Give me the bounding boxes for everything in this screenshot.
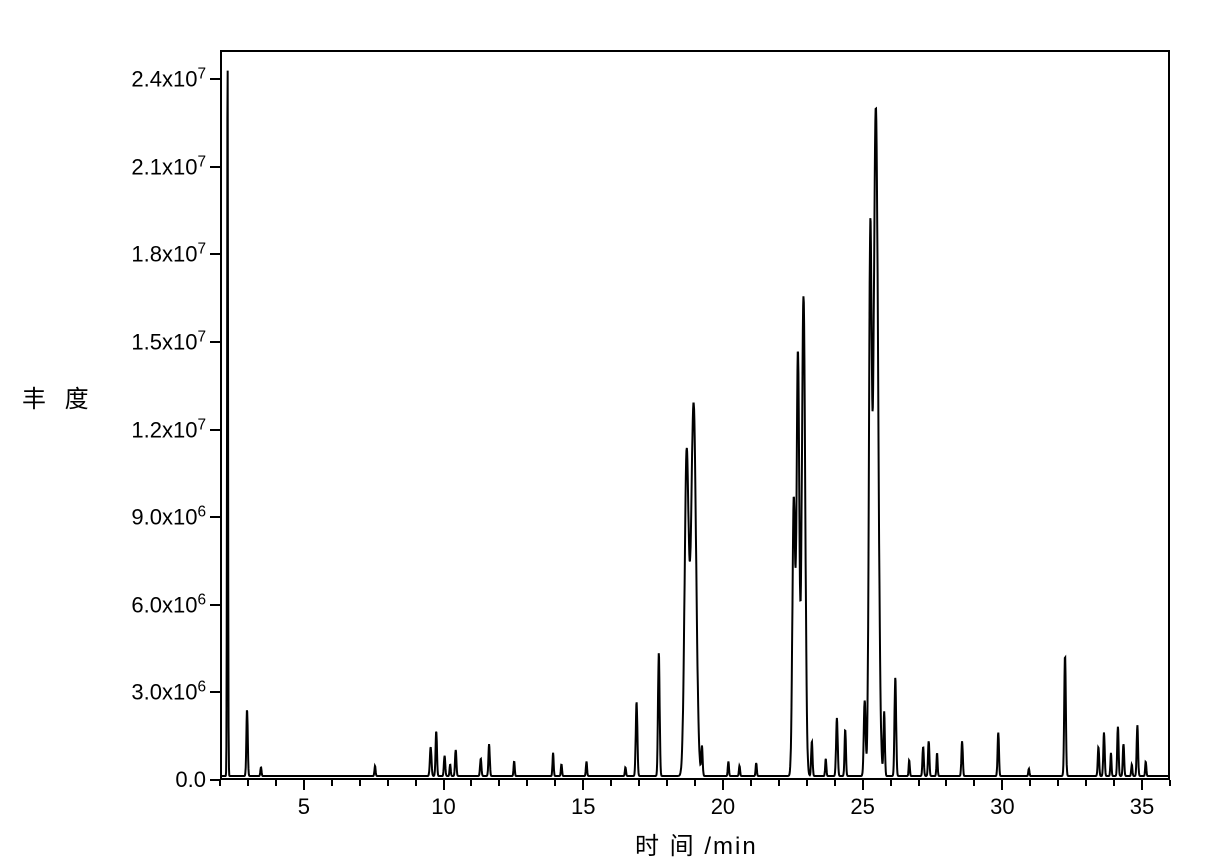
x-tick-major — [443, 780, 445, 790]
x-tick-major — [1141, 780, 1143, 790]
y-tick — [210, 691, 220, 693]
chromatogram-line — [222, 52, 1168, 779]
y-tick — [210, 78, 220, 80]
x-tick-label: 25 — [850, 794, 874, 820]
x-tick-label: 35 — [1130, 794, 1154, 820]
y-tick — [210, 166, 220, 168]
x-tick-minor — [945, 780, 947, 786]
x-tick-minor — [275, 780, 277, 786]
x-tick-major — [722, 780, 724, 790]
x-tick-minor — [666, 780, 668, 786]
x-tick-major — [862, 780, 864, 790]
x-tick-minor — [470, 780, 472, 786]
x-tick-minor — [526, 780, 528, 786]
y-tick-label: 6.0x106 — [131, 591, 206, 618]
x-tick-label: 30 — [990, 794, 1014, 820]
x-tick-minor — [1113, 780, 1115, 786]
y-tick-label: 1.2x107 — [131, 416, 206, 443]
x-tick-minor — [359, 780, 361, 786]
x-tick-minor — [918, 780, 920, 786]
y-axis-label: 丰 度 — [22, 379, 95, 414]
x-tick-minor — [415, 780, 417, 786]
x-tick-minor — [498, 780, 500, 786]
y-tick-label: 0.0 — [175, 767, 206, 793]
y-tick-label: 3.0x106 — [131, 679, 206, 706]
y-tick — [210, 604, 220, 606]
y-tick-label: 9.0x106 — [131, 504, 206, 531]
chromatogram-chart: 丰 度 时 间 /min 0.0 3.0x106 6.0x106 9.0x106 1.2… — [0, 0, 1216, 866]
x-tick-minor — [750, 780, 752, 786]
x-tick-minor — [973, 780, 975, 786]
x-tick-label: 15 — [571, 794, 595, 820]
x-tick-minor — [638, 780, 640, 786]
y-tick-label: 1.5x107 — [131, 328, 206, 355]
x-tick-label: 20 — [711, 794, 735, 820]
x-tick-label: 10 — [431, 794, 455, 820]
x-tick-minor — [219, 780, 221, 786]
x-tick-minor — [1029, 780, 1031, 786]
x-tick-major — [582, 780, 584, 790]
x-tick-label: 5 — [298, 794, 310, 820]
x-tick-minor — [890, 780, 892, 786]
x-tick-minor — [1169, 780, 1171, 786]
x-tick-major — [303, 780, 305, 790]
x-tick-minor — [1085, 780, 1087, 786]
y-tick-label: 1.8x107 — [131, 241, 206, 268]
y-tick — [210, 429, 220, 431]
x-tick-minor — [247, 780, 249, 786]
x-tick-minor — [1057, 780, 1059, 786]
chromatogram-trace — [222, 71, 1168, 776]
y-tick — [210, 516, 220, 518]
x-tick-minor — [694, 780, 696, 786]
y-tick-label: 2.1x107 — [131, 153, 206, 180]
y-tick — [210, 341, 220, 343]
x-tick-minor — [387, 780, 389, 786]
x-tick-minor — [778, 780, 780, 786]
y-tick-label: 2.4x107 — [131, 66, 206, 93]
x-tick-minor — [806, 780, 808, 786]
plot-area — [220, 50, 1170, 780]
x-tick-minor — [610, 780, 612, 786]
y-tick — [210, 253, 220, 255]
x-tick-minor — [331, 780, 333, 786]
x-tick-minor — [834, 780, 836, 786]
x-tick-major — [1001, 780, 1003, 790]
x-axis-label: 时 间 /min — [635, 826, 758, 861]
x-tick-minor — [554, 780, 556, 786]
